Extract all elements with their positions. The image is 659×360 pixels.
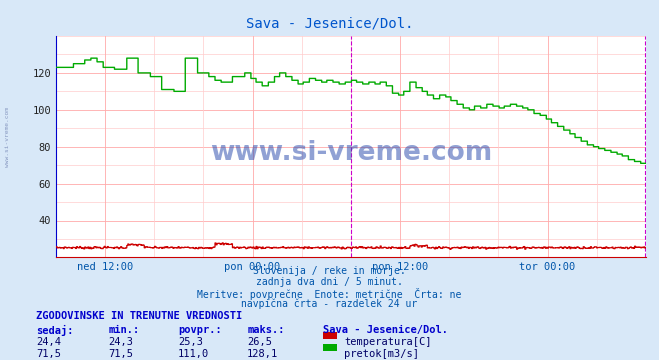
Text: 26,5: 26,5 [247, 337, 272, 347]
Text: Slovenija / reke in morje.: Slovenija / reke in morje. [253, 266, 406, 276]
Text: 24,4: 24,4 [36, 337, 61, 347]
Text: 24,3: 24,3 [109, 337, 134, 347]
Text: 128,1: 128,1 [247, 349, 278, 359]
Text: 25,3: 25,3 [178, 337, 203, 347]
Text: navpična črta - razdelek 24 ur: navpična črta - razdelek 24 ur [241, 299, 418, 309]
Text: ZGODOVINSKE IN TRENUTNE VREDNOSTI: ZGODOVINSKE IN TRENUTNE VREDNOSTI [36, 311, 243, 321]
Text: min.:: min.: [109, 325, 140, 335]
Text: sedaj:: sedaj: [36, 325, 74, 336]
Text: www.si-vreme.com: www.si-vreme.com [5, 107, 10, 167]
Text: temperatura[C]: temperatura[C] [344, 337, 432, 347]
Text: Sava - Jesenice/Dol.: Sava - Jesenice/Dol. [246, 16, 413, 30]
Text: 71,5: 71,5 [109, 349, 134, 359]
Text: povpr.:: povpr.: [178, 325, 221, 335]
Text: pretok[m3/s]: pretok[m3/s] [344, 349, 419, 359]
Text: Meritve: povprečne  Enote: metrične  Črta: ne: Meritve: povprečne Enote: metrične Črta:… [197, 288, 462, 300]
Text: Sava - Jesenice/Dol.: Sava - Jesenice/Dol. [323, 325, 448, 335]
Text: 71,5: 71,5 [36, 349, 61, 359]
Text: 111,0: 111,0 [178, 349, 209, 359]
Text: maks.:: maks.: [247, 325, 285, 335]
Text: www.si-vreme.com: www.si-vreme.com [210, 140, 492, 166]
Text: zadnja dva dni / 5 minut.: zadnja dva dni / 5 minut. [256, 277, 403, 287]
